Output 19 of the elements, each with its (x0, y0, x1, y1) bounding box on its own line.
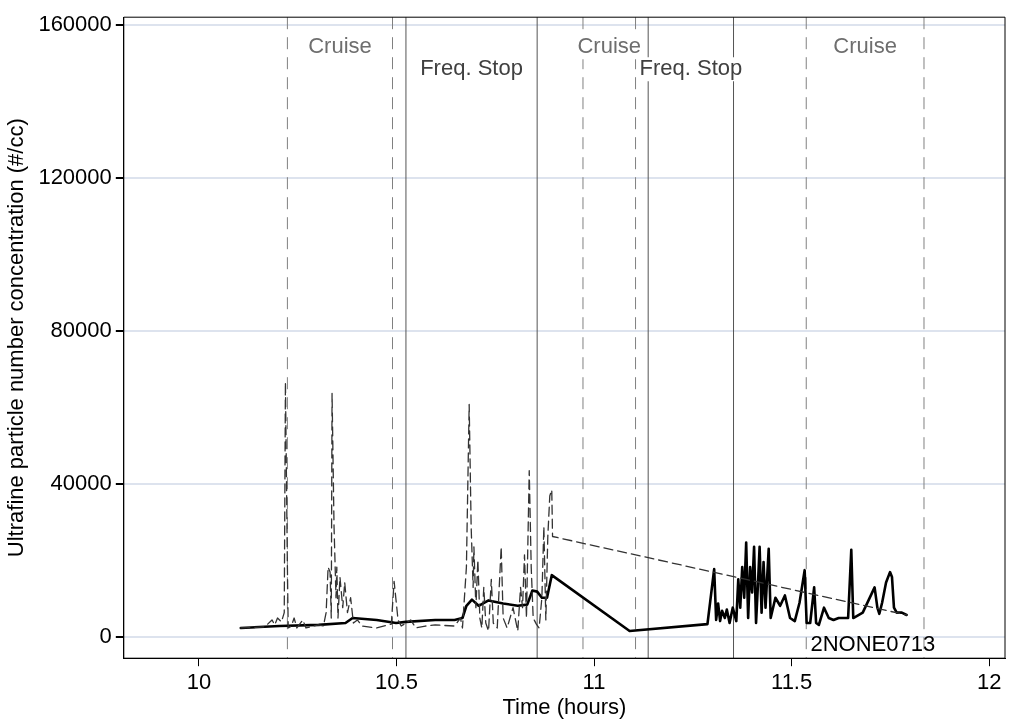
x-tick-label: 11 (582, 669, 606, 695)
x-tick-label: 10.5 (375, 669, 418, 695)
annotation: Cruise (577, 33, 642, 59)
annotation: Cruise (308, 33, 372, 59)
y-axis-title: Ultrafine particle number concentration (#/cc) (3, 118, 29, 558)
x-tick-label: 12 (976, 669, 1002, 695)
y-tick-label: 160000 (38, 10, 112, 36)
y-tick-label: 0 (99, 623, 112, 649)
x-tick-label: 10 (186, 669, 212, 695)
annotation: 2NONE0713 (810, 631, 936, 657)
annotation: Freq. Stop (420, 55, 523, 81)
x-axis-title: Time (hours) (502, 693, 627, 719)
y-tick-label: 80000 (50, 317, 112, 343)
x-tick-label: 11.5 (771, 669, 813, 695)
y-tick-label: 40000 (50, 470, 112, 496)
annotation: Freq. Stop (639, 55, 743, 81)
annotation: Cruise (833, 33, 897, 59)
y-tick-label: 120000 (38, 163, 112, 189)
line-series (240, 381, 908, 632)
